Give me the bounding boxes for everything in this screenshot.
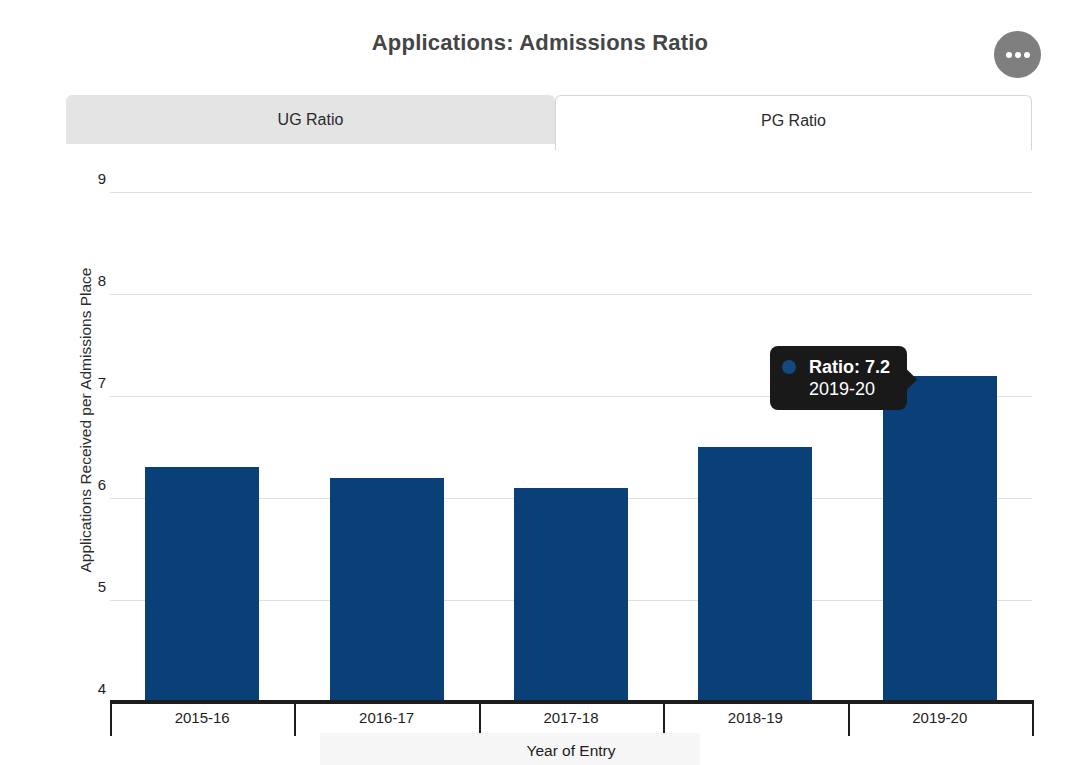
chart-widget: Applications: Admissions Ratio UG Ratio … <box>0 0 1080 765</box>
ellipsis-icon <box>1024 52 1030 58</box>
gridline <box>110 192 1032 193</box>
tooltip: Ratio: 7.2 2019-20 <box>770 346 907 410</box>
x-axis-tick <box>1032 700 1034 736</box>
x-axis-line <box>110 700 1032 704</box>
ellipsis-icon <box>1015 52 1021 58</box>
y-tick-label: 4 <box>66 679 106 699</box>
tab-ug-ratio[interactable]: UG Ratio <box>66 95 555 144</box>
bar-2019-20[interactable] <box>883 376 997 702</box>
tooltip-value: Ratio: 7.2 <box>809 357 890 378</box>
y-tick-label: 5 <box>66 577 106 597</box>
ellipsis-icon <box>1006 52 1012 58</box>
y-tick-label: 8 <box>66 271 106 291</box>
x-tick-label-2019-20: 2019-20 <box>848 708 1032 728</box>
tab-pg-ratio[interactable]: PG Ratio <box>555 95 1032 150</box>
x-tick-label-2016-17: 2016-17 <box>294 708 478 728</box>
bar-2016-17[interactable] <box>330 478 444 702</box>
y-axis-title: Applications Received per Admissions Pla… <box>77 268 95 573</box>
tooltip-category: 2019-20 <box>809 378 895 400</box>
gridline <box>110 294 1032 295</box>
bar-2015-16[interactable] <box>145 467 259 702</box>
series-dot-icon <box>782 360 796 374</box>
bar-2018-19[interactable] <box>698 447 812 702</box>
y-tick-label: 7 <box>66 373 106 393</box>
y-tick-label: 6 <box>66 475 106 495</box>
bar-2017-18[interactable] <box>514 488 628 702</box>
more-options-button[interactable] <box>994 31 1041 78</box>
page-title: Applications: Admissions Ratio <box>0 30 1080 56</box>
x-axis-title: Year of Entry <box>110 742 1032 760</box>
x-tick-label-2015-16: 2015-16 <box>110 708 294 728</box>
x-tick-label-2017-18: 2017-18 <box>479 708 663 728</box>
x-tick-label-2018-19: 2018-19 <box>663 708 847 728</box>
y-tick-label: 9 <box>66 169 106 189</box>
tab-bar: UG Ratio PG Ratio <box>66 95 1032 151</box>
